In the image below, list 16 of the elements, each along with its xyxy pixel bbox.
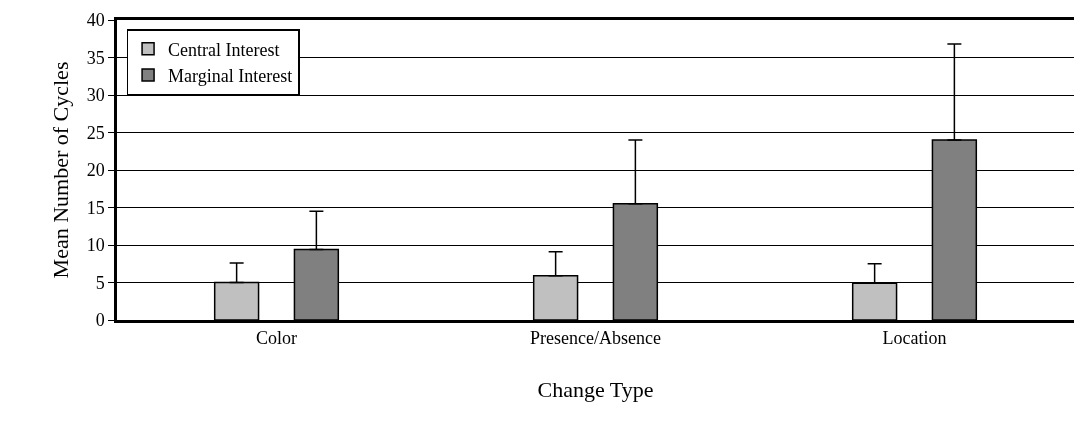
y-tick-label: 40 — [86, 10, 105, 31]
x-tick-label: Color — [255, 328, 298, 349]
x-axis-title: Change Type — [537, 377, 654, 403]
y-tick-label: 35 — [86, 47, 105, 68]
x-tick-label: Location — [882, 328, 947, 349]
x-tick-label: Presence/Absence — [530, 328, 661, 349]
y-tick-label: 10 — [86, 235, 105, 256]
y-tick-label: 20 — [86, 160, 105, 181]
y-tick-label: 5 — [95, 272, 105, 293]
y-tick-label: 15 — [86, 197, 105, 218]
y-axis-title: Mean Number of Cycles — [48, 61, 74, 279]
y-tick-label: 25 — [86, 122, 105, 143]
y-tick-label: 30 — [86, 85, 105, 106]
legend-label: Central Interest — [168, 39, 280, 60]
legend-label: Marginal Interest — [168, 66, 293, 87]
y-tick-label: 0 — [95, 310, 105, 331]
